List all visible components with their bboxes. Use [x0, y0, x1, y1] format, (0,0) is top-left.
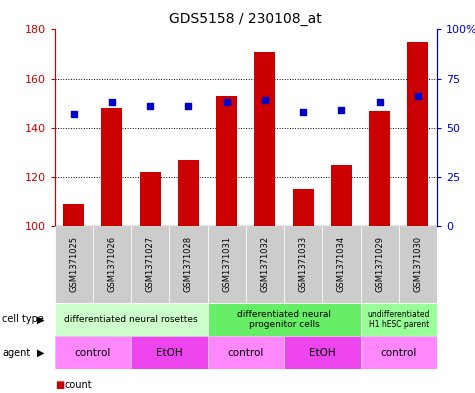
Bar	[140, 172, 161, 226]
Bar	[178, 160, 199, 226]
Text: ▶: ▶	[37, 348, 44, 358]
Bar	[170, 226, 208, 303]
Bar	[255, 51, 276, 226]
Bar	[93, 226, 131, 303]
Bar	[55, 336, 131, 369]
Bar	[63, 204, 84, 226]
Bar	[55, 226, 93, 303]
Bar	[361, 226, 399, 303]
Bar	[284, 336, 361, 369]
Text: differentiated neural rosettes: differentiated neural rosettes	[64, 315, 198, 324]
Bar	[331, 165, 352, 226]
Text: GSM1371029: GSM1371029	[375, 236, 384, 292]
Text: cell type: cell type	[2, 314, 44, 324]
Text: ■: ■	[55, 380, 64, 390]
Bar	[284, 226, 323, 303]
Text: GSM1371034: GSM1371034	[337, 236, 346, 292]
Point	[223, 99, 230, 105]
Bar	[408, 42, 428, 226]
Title: GDS5158 / 230108_at: GDS5158 / 230108_at	[170, 12, 322, 26]
Text: GSM1371028: GSM1371028	[184, 236, 193, 292]
Text: differentiated neural
progenitor cells: differentiated neural progenitor cells	[237, 310, 331, 329]
Bar	[322, 226, 361, 303]
Bar	[102, 108, 123, 226]
Bar	[361, 303, 437, 336]
Text: GSM1371025: GSM1371025	[69, 236, 78, 292]
Text: agent: agent	[2, 348, 30, 358]
Point	[146, 103, 154, 109]
Bar	[246, 226, 284, 303]
Bar	[208, 336, 284, 369]
Point	[185, 103, 192, 109]
Point	[376, 99, 383, 105]
Text: GSM1371032: GSM1371032	[260, 236, 269, 292]
Text: control: control	[75, 348, 111, 358]
Text: GSM1371027: GSM1371027	[146, 236, 155, 292]
Text: undifferentiated
H1 hESC parent: undifferentiated H1 hESC parent	[368, 310, 430, 329]
Bar	[399, 226, 437, 303]
Point	[338, 107, 345, 113]
Bar	[369, 110, 390, 226]
Text: EtOH: EtOH	[309, 348, 336, 358]
Bar	[361, 336, 437, 369]
Text: ▶: ▶	[37, 314, 44, 324]
Text: GSM1371030: GSM1371030	[413, 236, 422, 292]
Text: EtOH: EtOH	[156, 348, 183, 358]
Bar	[208, 226, 246, 303]
Text: GSM1371026: GSM1371026	[107, 236, 116, 292]
Point	[108, 99, 116, 105]
Bar	[208, 303, 361, 336]
Point	[261, 97, 269, 103]
Bar	[55, 303, 208, 336]
Point	[414, 93, 422, 99]
Point	[70, 111, 77, 117]
Bar	[216, 96, 237, 226]
Bar	[131, 226, 170, 303]
Bar	[131, 336, 208, 369]
Text: count: count	[64, 380, 92, 390]
Text: control: control	[228, 348, 264, 358]
Text: GSM1371033: GSM1371033	[299, 236, 308, 292]
Text: GSM1371031: GSM1371031	[222, 236, 231, 292]
Bar	[293, 189, 314, 226]
Point	[299, 109, 307, 115]
Text: control: control	[380, 348, 417, 358]
